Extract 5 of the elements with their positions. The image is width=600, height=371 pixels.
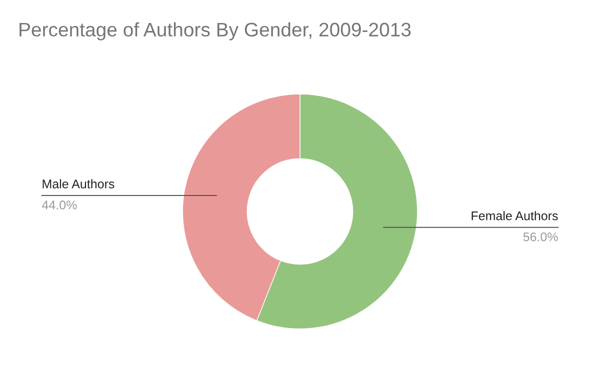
- slice-label: Male Authors: [42, 179, 114, 188]
- data-label: 44.0%: [42, 200, 77, 210]
- data-label: 56.0%: [523, 232, 558, 242]
- chart-title: Percentage of Authors By Gender, 2009-2013: [20, 22, 411, 40]
- slice-label: Female Authors: [472, 211, 558, 220]
